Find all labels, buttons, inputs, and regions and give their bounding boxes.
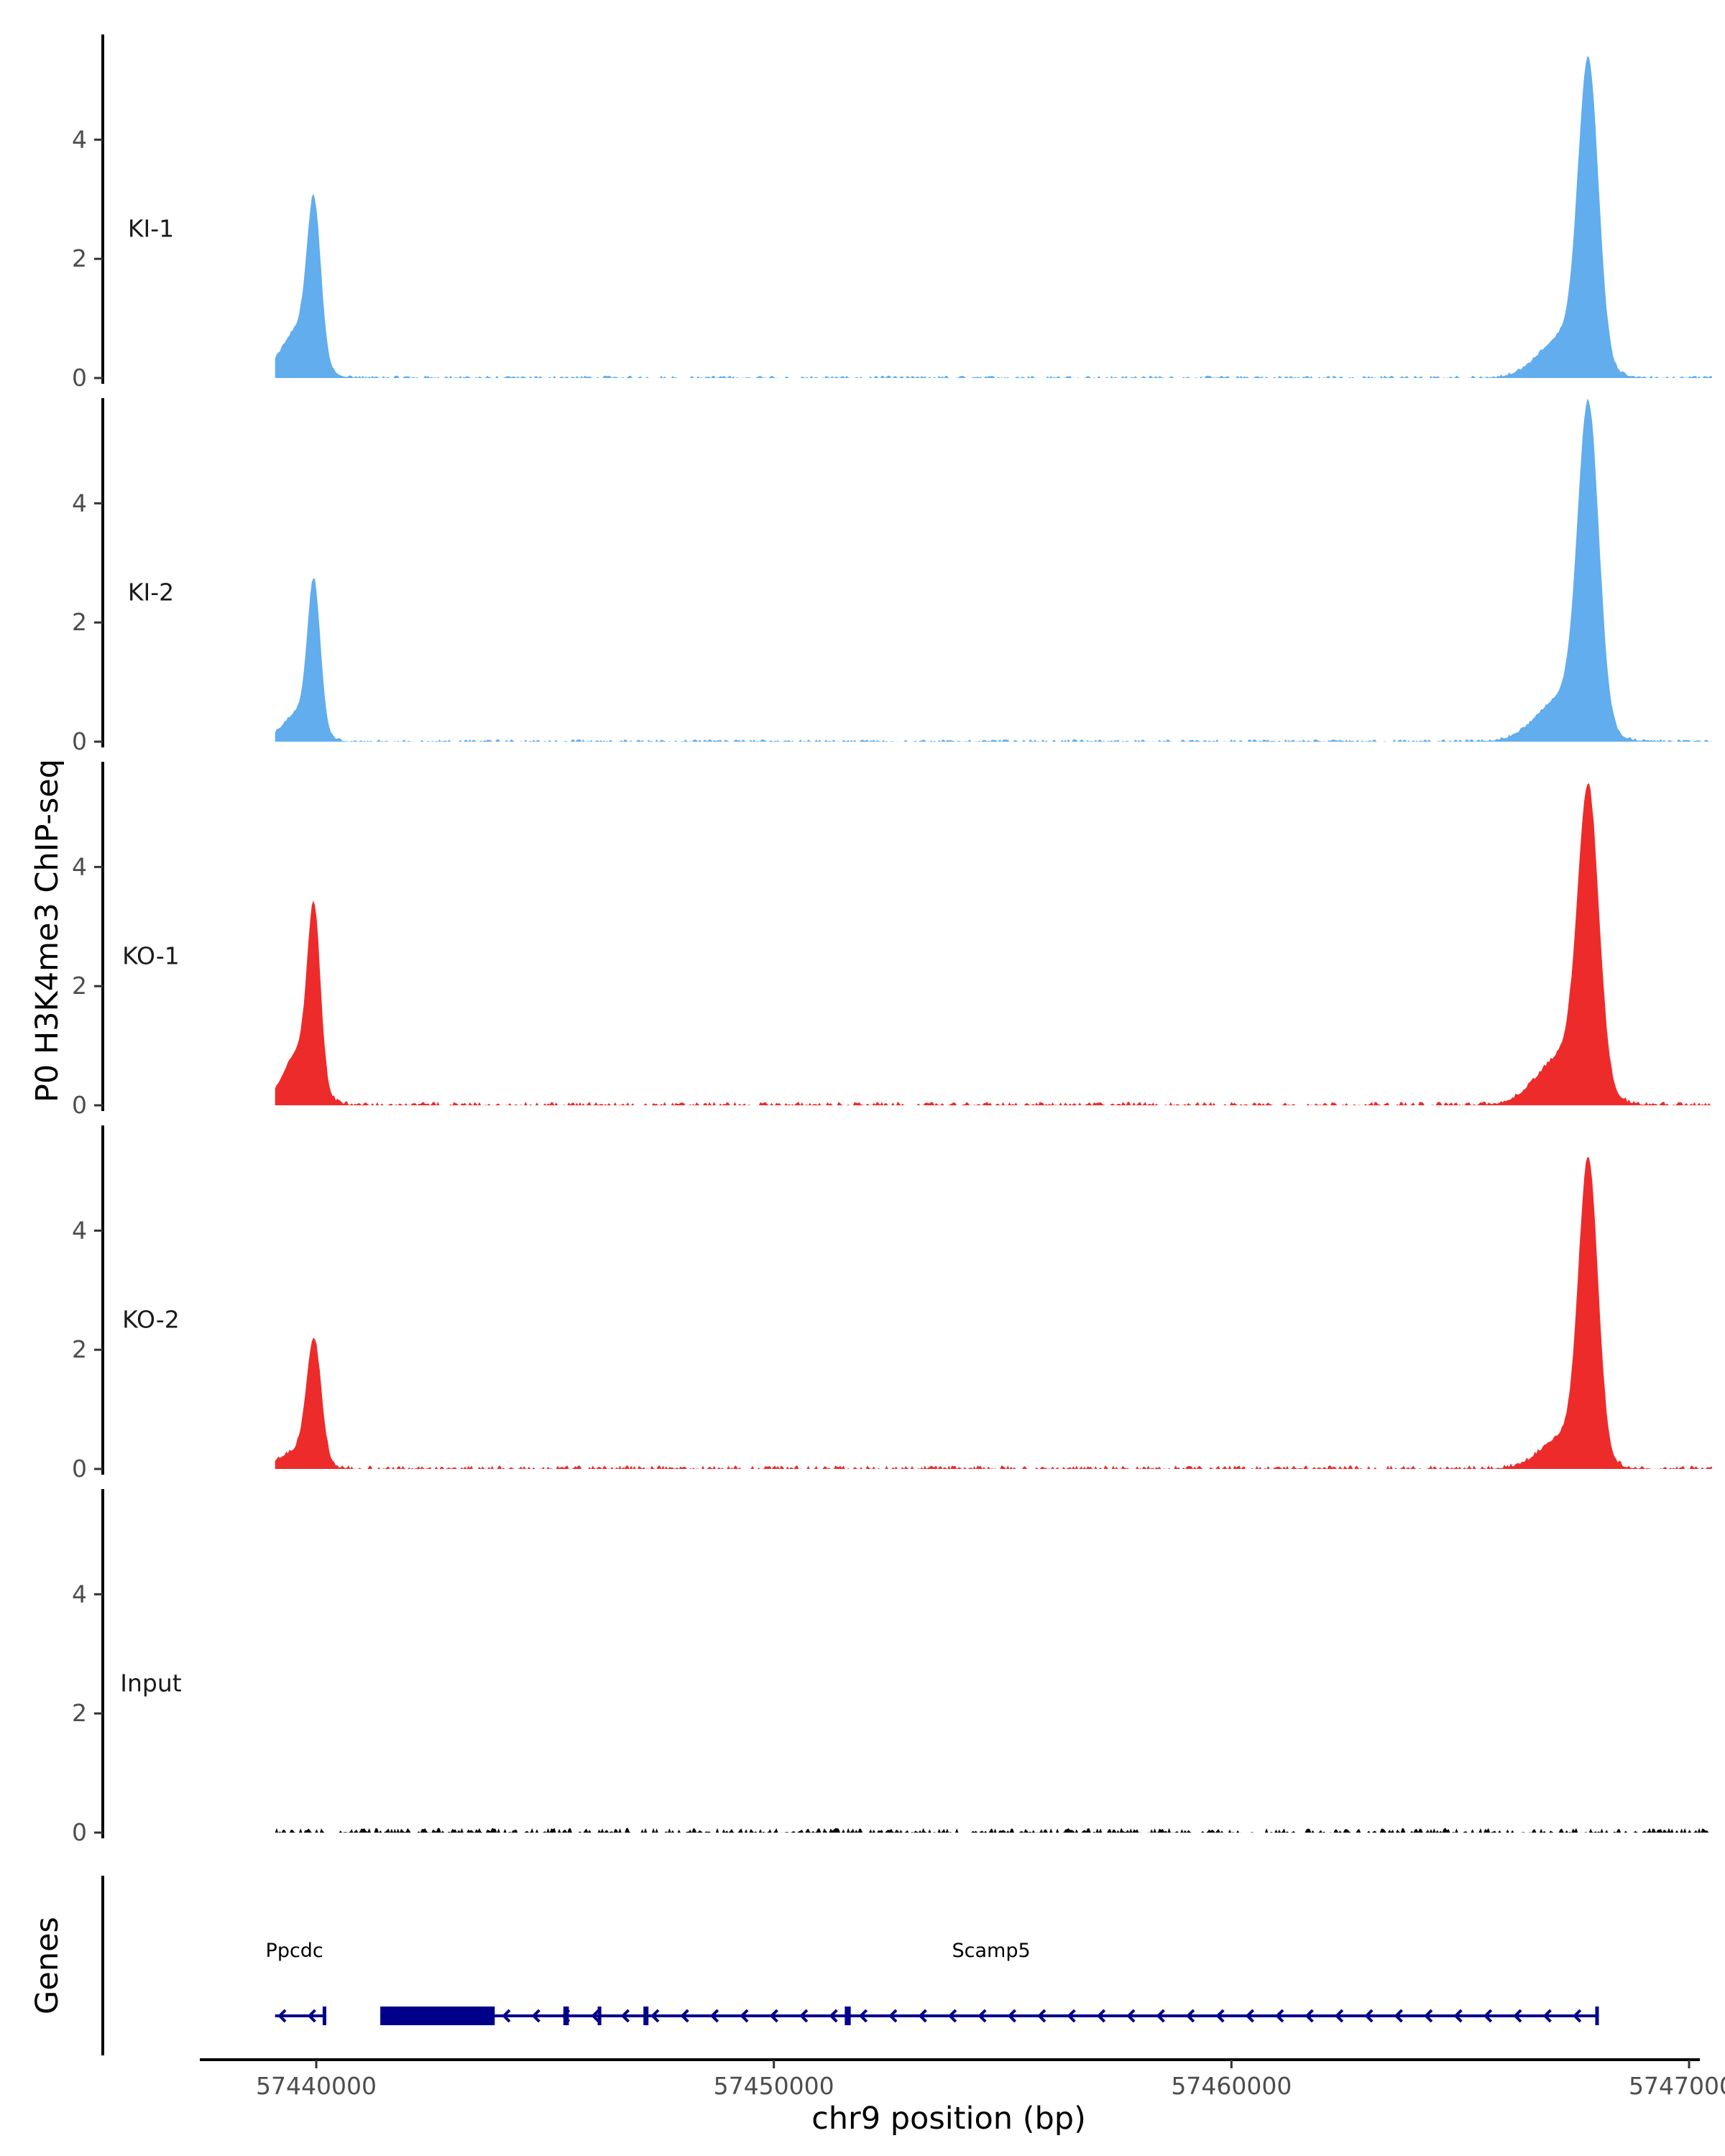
strand-arrow xyxy=(1542,2009,1552,2023)
y-tick-label: 4 xyxy=(72,852,87,880)
strand-arrow xyxy=(620,2009,630,2023)
strand-arrow xyxy=(502,2009,511,2023)
strand-arrow xyxy=(1186,2009,1195,2023)
signal-area-ko-2 xyxy=(275,1157,1712,1469)
gene-exon xyxy=(597,2007,602,2025)
gene-exon xyxy=(322,2007,326,2025)
gene-exon xyxy=(563,2007,569,2025)
y-tick-label: 2 xyxy=(72,244,87,272)
strand-arrow xyxy=(1305,2009,1314,2023)
strand-arrow xyxy=(413,2009,422,2023)
strand-arrow xyxy=(680,2009,689,2023)
strand-arrow xyxy=(1007,2009,1016,2023)
y-tick-label: 4 xyxy=(72,1580,87,1608)
strand-arrow xyxy=(1453,2009,1463,2023)
gene-exon xyxy=(380,2007,495,2025)
strand-arrow xyxy=(1334,2009,1344,2023)
strand-arrow xyxy=(591,2009,600,2023)
track-label: KI-1 xyxy=(128,215,174,243)
y-tick-label: 2 xyxy=(72,1699,87,1727)
gene-exon xyxy=(845,2007,851,2025)
strand-arrow xyxy=(740,2009,749,2023)
strand-arrow xyxy=(650,2009,660,2023)
y-tick-label: 2 xyxy=(72,972,87,1000)
strand-arrow xyxy=(561,2009,571,2023)
y-tick-label: 2 xyxy=(72,1335,87,1363)
gene-exon xyxy=(1595,2007,1599,2025)
strand-arrow xyxy=(1156,2009,1165,2023)
strand-arrow xyxy=(918,2009,927,2023)
track-label: KO-1 xyxy=(122,942,180,970)
gene-label: Scamp5 xyxy=(952,1940,1031,1962)
y-tick-label: 0 xyxy=(72,1818,87,1846)
strand-arrow xyxy=(1513,2009,1522,2023)
signal-area-ko-1 xyxy=(275,783,1712,1105)
gene-label: Ppcdc xyxy=(266,1940,323,1962)
signal-tracks: 0 2 4 KI-1 0 2 4 KI-2 0 2 4 KO-1 0 2 4 KO-2 0 2 4 Input xyxy=(72,34,1712,1846)
strand-arrow xyxy=(1096,2009,1106,2023)
x-axis: 57440000 57450000 57460000 57470000 xyxy=(200,2058,1725,2100)
strand-arrow xyxy=(947,2009,957,2023)
track-panel-input: 0 2 4 Input xyxy=(72,1489,1712,1846)
x-axis-title: chr9 position (bp) xyxy=(811,2101,1086,2137)
strand-arrow xyxy=(307,2009,316,2023)
y-tick-label: 0 xyxy=(72,364,87,392)
strand-arrow xyxy=(382,2009,392,2023)
signal-area-ki-1 xyxy=(275,55,1712,378)
gene-ppcdc: Ppcdc xyxy=(266,1940,326,2025)
strand-arrow xyxy=(442,2009,451,2023)
gene-scamp5: Scamp5 xyxy=(380,1940,1599,2025)
strand-arrow xyxy=(472,2009,482,2023)
strand-arrow xyxy=(1275,2009,1284,2023)
strand-arrow xyxy=(1364,2009,1374,2023)
gene-track: Ppcdc Scamp5 xyxy=(101,1876,1599,2055)
strand-arrow xyxy=(1483,2009,1493,2023)
strand-arrow xyxy=(978,2009,987,2023)
strand-arrow xyxy=(1037,2009,1046,2023)
track-label: Input xyxy=(120,1669,182,1697)
gene-exon xyxy=(643,2007,649,2025)
strand-arrow xyxy=(829,2009,838,2023)
y-tick-label: 0 xyxy=(72,1091,87,1119)
track-panel-ki-2: 0 2 4 KI-2 xyxy=(72,398,1712,755)
genes-axis-title: Genes xyxy=(29,1917,65,2014)
strand-arrow xyxy=(1126,2009,1136,2023)
y-axis-title: P0 H3K4me3 ChIP-seq xyxy=(29,759,65,1102)
strand-arrow xyxy=(1245,2009,1255,2023)
strand-arrow xyxy=(1067,2009,1076,2023)
strand-arrow xyxy=(531,2009,540,2023)
strand-arrow xyxy=(1215,2009,1225,2023)
track-label: KI-2 xyxy=(128,579,174,607)
signal-area-input xyxy=(275,1828,1712,1833)
strand-arrow xyxy=(277,2009,287,2023)
strand-arrow xyxy=(769,2009,778,2023)
track-panel-ko-1: 0 2 4 KO-1 xyxy=(72,762,1712,1119)
x-tick-label: 57460000 xyxy=(1171,2072,1292,2100)
y-tick-label: 0 xyxy=(72,727,87,755)
x-tick-label: 57450000 xyxy=(714,2072,834,2100)
y-tick-label: 4 xyxy=(72,125,87,153)
strand-arrow xyxy=(1424,2009,1433,2023)
track-panel-ko-2: 0 2 4 KO-2 xyxy=(72,1125,1712,1483)
strand-arrow xyxy=(799,2009,809,2023)
y-tick-label: 4 xyxy=(72,1216,87,1244)
strand-arrow xyxy=(1394,2009,1403,2023)
signal-area-ki-2 xyxy=(275,398,1712,742)
track-panel-ki-1: 0 2 4 KI-1 xyxy=(72,34,1712,392)
strand-arrow xyxy=(1573,2009,1582,2023)
x-tick-label: 57440000 xyxy=(256,2072,377,2100)
track-label: KO-2 xyxy=(122,1306,180,1334)
x-tick-label: 57470000 xyxy=(1629,2072,1725,2100)
strand-arrow xyxy=(858,2009,868,2023)
y-tick-label: 4 xyxy=(72,489,87,517)
strand-arrow xyxy=(888,2009,898,2023)
y-tick-label: 2 xyxy=(72,608,87,636)
strand-arrow xyxy=(709,2009,719,2023)
y-tick-label: 0 xyxy=(72,1455,87,1483)
